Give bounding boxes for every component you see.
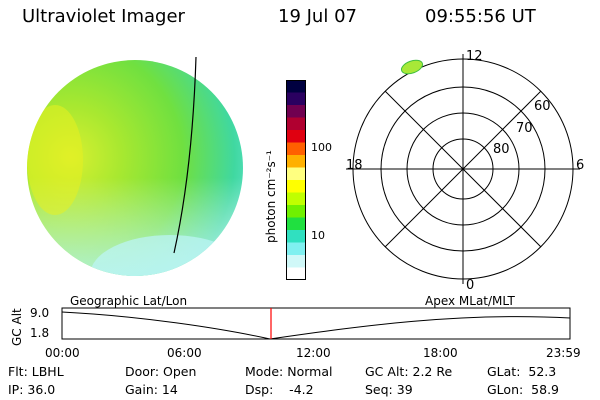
color-bar-segment <box>286 230 306 243</box>
color-bar-segment <box>286 117 306 131</box>
timeline-left-title: Geographic Lat/Lon <box>70 294 188 308</box>
instrument-title: Ultraviolet Imager <box>22 6 185 27</box>
timeline-x-tick-3: 18:00 <box>423 346 458 360</box>
polar-label-left: 18 <box>346 158 363 173</box>
status-glon: GLon: 58.9 <box>487 382 559 397</box>
color-bar-segment <box>286 217 306 231</box>
status-dsp: Dsp: -4.2 <box>245 382 314 397</box>
color-bar-segment <box>286 255 306 268</box>
timeline-y-tick-high: 9.0 <box>30 306 50 320</box>
color-bar-segment <box>286 205 306 218</box>
status-seq: Seq: 39 <box>365 382 413 397</box>
color-bar-segment <box>286 155 306 168</box>
polar-label-top: 12 <box>466 49 483 64</box>
polar-lat-80: 80 <box>493 142 510 157</box>
color-bar-segment <box>286 80 306 93</box>
date-label: 19 Jul 07 <box>278 6 357 27</box>
timeline-x-tick-2: 12:00 <box>296 346 331 360</box>
timeline-plot <box>61 307 571 340</box>
color-bar-segment <box>286 167 306 181</box>
uv-earth-image <box>27 56 243 276</box>
polar-label-bottom: 0 <box>466 278 474 293</box>
timeline-x-tick-4: 23:59 <box>546 346 581 360</box>
color-bar <box>286 80 306 281</box>
time-label: 09:55:56 UT <box>425 6 536 27</box>
timeline-right-title: Apex MLat/MLT <box>425 294 515 308</box>
aurora-patch <box>400 59 424 75</box>
color-bar-segment <box>286 105 306 118</box>
color-bar-segment <box>286 242 306 256</box>
terminator-line <box>173 56 197 254</box>
timeline-x-tick-0: 00:00 <box>45 346 80 360</box>
status-gain: Gain: 14 <box>125 382 178 397</box>
polar-lat-70: 70 <box>516 121 533 136</box>
status-door: Door: Open <box>125 364 197 379</box>
color-bar-segment <box>286 192 306 206</box>
color-bar-frame <box>286 80 306 280</box>
polar-plot: 12 18 6 0 60 70 80 <box>346 49 584 293</box>
colorbar-tick-100: 100 <box>311 141 332 154</box>
polar-lat-60: 60 <box>534 99 551 114</box>
status-mode: Mode: Normal <box>245 364 333 379</box>
color-bar-segment <box>286 130 306 143</box>
color-bar-segment <box>286 92 306 106</box>
timeline-y-tick-low: 1.8 <box>30 326 50 340</box>
color-bar-segment <box>286 180 306 193</box>
color-bar-segment <box>286 267 306 281</box>
color-bar-segment <box>286 142 306 156</box>
timeline-y-label: GC Alt <box>10 308 24 346</box>
timeline-frame <box>61 307 571 340</box>
polar-label-right: 6 <box>576 158 584 173</box>
status-ip: IP: 36.0 <box>8 382 56 397</box>
status-glat: GLat: 52.3 <box>487 364 557 379</box>
status-filter: Flt: LBHL <box>8 364 64 379</box>
status-gc-alt: GC Alt: 2.2 Re <box>365 364 453 379</box>
polar-diagonal-2 <box>384 90 542 248</box>
timeline-x-tick-1: 06:00 <box>167 346 202 360</box>
colorbar-tick-10: 10 <box>311 229 325 242</box>
altitude-curve <box>61 311 571 340</box>
colorbar-unit-label: photon cm⁻²s⁻¹ <box>264 150 278 243</box>
